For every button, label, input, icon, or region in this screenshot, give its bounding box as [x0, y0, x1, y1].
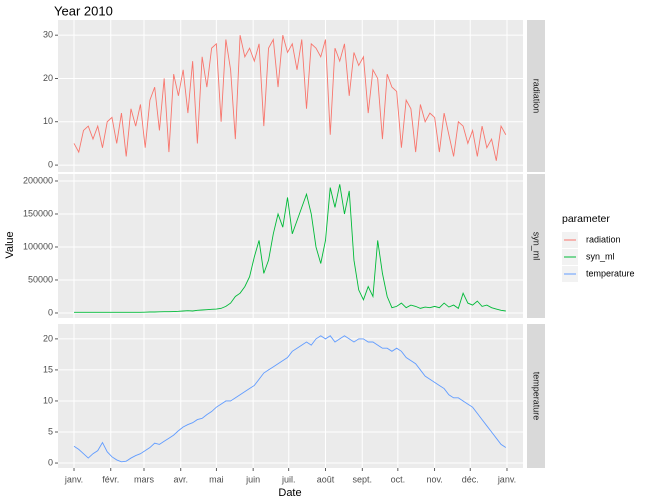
y-tick-label: 50000	[28, 274, 53, 284]
y-tick-label: 5	[48, 426, 53, 436]
panel-background	[58, 20, 523, 172]
x-tick-label: oct.	[391, 474, 406, 484]
y-tick-label: 150000	[23, 208, 53, 218]
y-tick-label: 0	[48, 159, 53, 169]
y-tick-label: 30	[43, 30, 53, 40]
facet-strip	[527, 174, 545, 318]
chart-title: Year 2010	[54, 3, 113, 18]
legend-label: radiation	[586, 234, 621, 244]
x-tick-label: juin	[245, 474, 260, 484]
facet-strip-label: temperature	[532, 372, 542, 421]
x-tick-label: janv.	[497, 474, 516, 484]
x-tick-label: juil.	[281, 474, 296, 484]
y-tick-label: 20	[43, 333, 53, 343]
y-tick-label: 15	[43, 364, 53, 374]
x-tick-label: mai	[209, 474, 224, 484]
facet-strip-label: syn_ml	[532, 232, 542, 261]
x-tick-label: avr.	[174, 474, 189, 484]
data-line	[74, 184, 506, 313]
data-line	[73, 35, 507, 161]
x-tick-label: nov.	[426, 474, 442, 484]
y-tick-label: 100000	[23, 241, 53, 251]
panel-background	[58, 324, 523, 468]
x-tick-label: sept.	[353, 474, 373, 484]
x-tick-label: août	[317, 474, 335, 484]
y-tick-label: 20	[43, 73, 53, 83]
facet-strip-label: radiation	[532, 79, 542, 114]
y-tick-label: 200000	[23, 175, 53, 185]
legend-label: syn_ml	[586, 251, 615, 261]
x-tick-label: déc.	[462, 474, 479, 484]
facet-strip	[527, 20, 545, 172]
legend-title: parameter	[562, 213, 610, 225]
x-tick-label: mars	[134, 474, 154, 484]
legend-label: temperature	[586, 268, 635, 278]
y-tick-label: 0	[48, 307, 53, 317]
facet-strip	[527, 324, 545, 468]
y-tick-label: 10	[43, 116, 53, 126]
y-axis-title: Value	[4, 231, 16, 258]
y-tick-label: 0	[48, 457, 53, 467]
panel-background	[58, 174, 523, 318]
x-tick-label: févr.	[102, 474, 119, 484]
x-tick-label: janv.	[64, 474, 83, 484]
y-tick-label: 10	[43, 395, 53, 405]
data-line	[73, 335, 507, 463]
x-axis-title: Date	[278, 487, 301, 499]
